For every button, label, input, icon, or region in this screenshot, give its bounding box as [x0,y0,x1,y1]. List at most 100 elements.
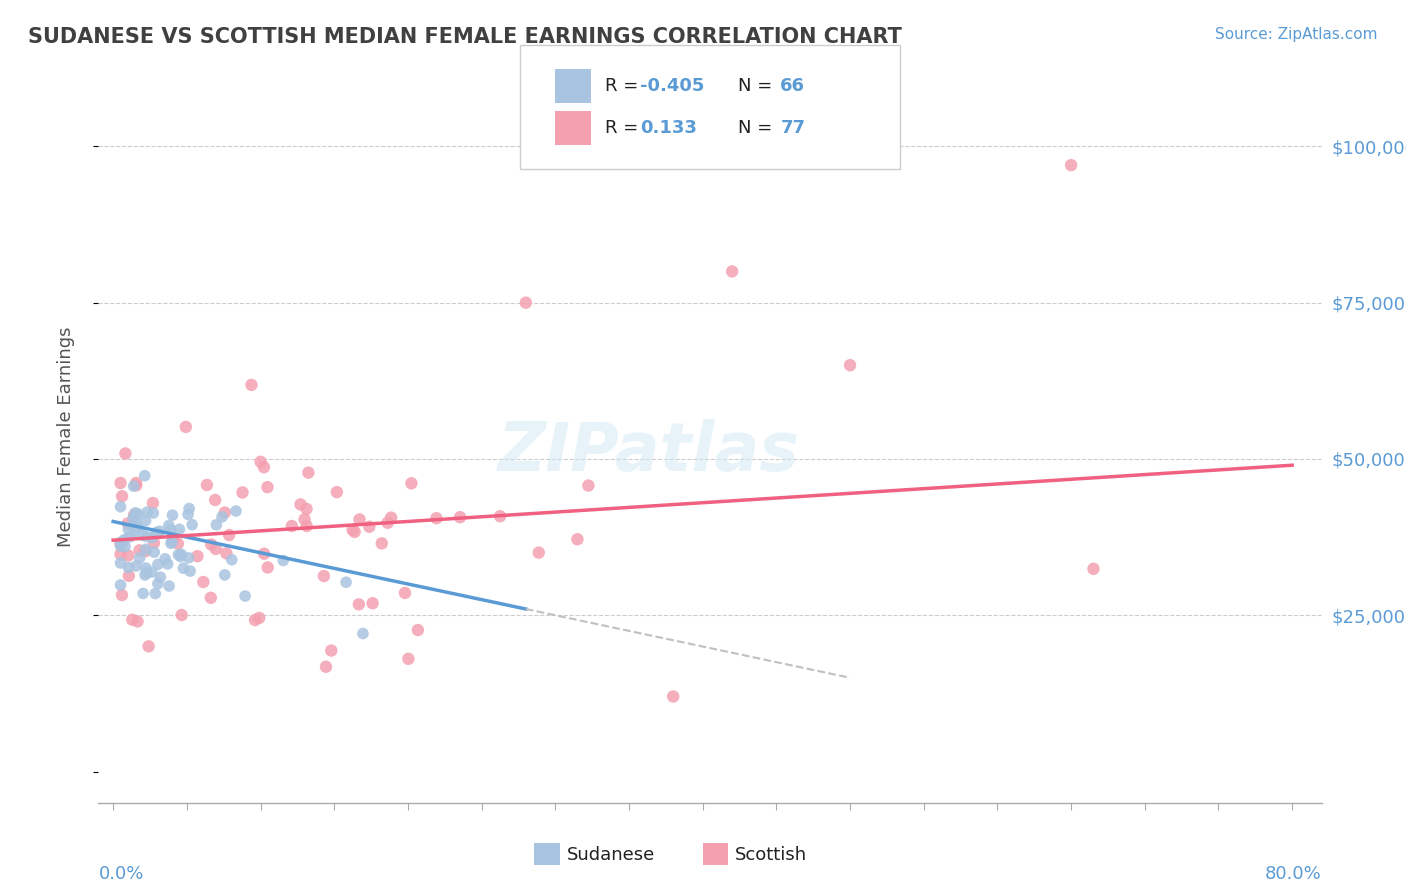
Point [335,575,357,590]
Point [160,536,183,550]
Point [361,596,384,610]
Text: N =: N = [738,119,778,136]
Point [312,569,335,583]
Point [1060,158,1083,172]
Point [186,549,208,564]
Point [662,690,685,704]
Point [295,502,318,516]
Point [214,506,236,520]
Text: 66: 66 [780,77,806,95]
Point [256,560,278,574]
Point [135,529,157,543]
Point [127,507,149,521]
Point [211,509,233,524]
Point [721,264,744,278]
Point [343,524,366,539]
Text: R =: R = [605,119,644,136]
Point [221,553,243,567]
Point [143,586,166,600]
Point [111,588,134,602]
Point [281,519,304,533]
Point [156,557,179,571]
Point [225,504,247,518]
Point [149,524,172,539]
Point [449,510,471,524]
Point [127,615,149,629]
Point [567,533,589,547]
Point [167,548,190,562]
Point [179,501,201,516]
Point [315,659,337,673]
Point [142,496,165,510]
Point [247,611,270,625]
Point [110,500,132,514]
Point [169,522,191,536]
Point [122,479,145,493]
Point [253,460,276,475]
Point [1083,562,1105,576]
Point [204,541,226,556]
Point [157,518,180,533]
Point [127,520,149,534]
Point [117,516,139,531]
Y-axis label: Median Female Earnings: Median Female Earnings [56,326,75,548]
Point [111,489,134,503]
Point [170,547,193,561]
Text: R =: R = [605,77,644,95]
Point [371,536,394,550]
Point [136,505,159,519]
Point [425,511,447,525]
Point [159,523,181,537]
Point [169,549,191,564]
Point [380,510,402,524]
Point [231,485,253,500]
Point [170,607,193,622]
Point [290,497,312,511]
Point [243,613,266,627]
Point [135,514,157,528]
Point [110,578,132,592]
Point [352,626,374,640]
Point [401,476,423,491]
Point [134,468,156,483]
Point [321,643,343,657]
Point [114,533,136,547]
Text: -0.405: -0.405 [640,77,704,95]
Point [114,446,136,460]
Point [142,506,165,520]
Point [162,508,184,523]
Point [128,550,150,565]
Point [200,591,222,605]
Point [256,480,278,494]
Point [134,544,156,558]
Point [515,295,537,310]
Point [342,523,364,537]
Point [125,559,148,574]
Text: ZIPatlas: ZIPatlas [498,418,800,484]
Point [157,579,180,593]
Point [122,508,145,523]
Point [162,533,184,547]
Point [117,549,139,563]
Point [394,586,416,600]
Point [253,547,276,561]
Point [135,566,157,580]
Point [149,570,172,584]
Point [141,565,163,579]
Point [179,564,201,578]
Point [135,561,157,575]
Point [121,613,143,627]
Point [153,551,176,566]
Point [249,455,271,469]
Point [143,536,166,550]
Point [181,517,204,532]
Point [110,547,132,561]
Point [205,517,228,532]
Point [839,358,862,372]
Point [110,535,132,549]
Text: 80.0%: 80.0% [1265,865,1322,883]
Point [124,514,146,528]
Point [110,556,132,570]
Point [271,553,294,567]
Point [218,528,240,542]
